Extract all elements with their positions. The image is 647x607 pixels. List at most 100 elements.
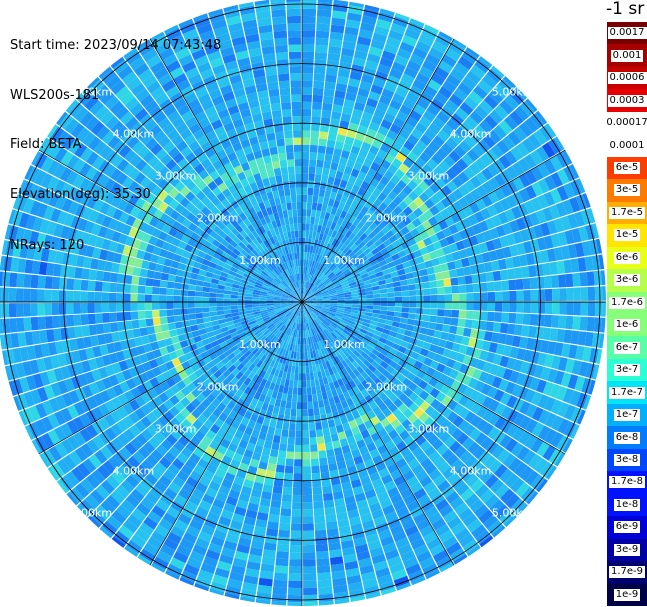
- range-bin: [549, 204, 561, 220]
- range-bin: [422, 220, 432, 230]
- range-bin: [426, 350, 436, 360]
- range-bin: [110, 272, 119, 283]
- range-bin: [360, 388, 370, 398]
- range-bin: [475, 529, 491, 545]
- range-bin: [330, 221, 337, 230]
- range-bin: [272, 435, 281, 444]
- range-bin: [512, 231, 523, 244]
- range-bin: [373, 267, 382, 274]
- range-bin: [102, 271, 112, 282]
- range-bin: [402, 98, 416, 110]
- range-bin: [354, 357, 363, 366]
- range-bin: [440, 384, 451, 395]
- range-bin: [312, 311, 319, 317]
- range-bin: [420, 363, 430, 373]
- range-bin: [313, 327, 319, 335]
- range-bin: [352, 368, 361, 377]
- range-bin: [320, 117, 331, 126]
- range-bin: [370, 277, 378, 284]
- range-bin: [139, 327, 149, 337]
- range-bin: [160, 323, 170, 332]
- range-bin: [349, 371, 357, 380]
- range-bin: [403, 195, 414, 206]
- range-bin: [416, 240, 426, 250]
- range-bin: [383, 356, 392, 365]
- range-bin: [423, 531, 438, 544]
- range-bin: [435, 230, 446, 241]
- range-bin: [433, 165, 445, 177]
- range-bin: [306, 307, 313, 313]
- range-bin: [489, 363, 500, 376]
- range-bin: [137, 285, 146, 294]
- range-bin: [308, 296, 316, 300]
- range-bin: [317, 281, 324, 288]
- range-bin: [355, 94, 368, 105]
- range-bin: [371, 360, 380, 369]
- range-bin: [351, 269, 360, 276]
- range-bin: [315, 30, 330, 39]
- range-bin: [387, 374, 397, 383]
- range-bin: [460, 468, 474, 483]
- range-bin: [73, 314, 82, 326]
- range-bin: [351, 410, 361, 420]
- range-bin: [402, 296, 410, 302]
- range-bin: [560, 372, 572, 388]
- range-bin: [465, 473, 479, 488]
- range-bin: [387, 190, 398, 201]
- range-bin: [302, 366, 306, 374]
- range-bin: [137, 302, 145, 311]
- range-bin: [302, 223, 306, 231]
- range-bin: [479, 469, 494, 484]
- range-bin: [563, 259, 573, 274]
- range-bin: [302, 30, 316, 38]
- range-bin: [280, 508, 292, 517]
- range-bin: [348, 264, 356, 271]
- range-bin: [402, 335, 411, 343]
- range-bin: [330, 306, 338, 310]
- range-bin: [452, 188, 464, 201]
- range-bin: [302, 230, 306, 238]
- range-bin: [318, 315, 325, 322]
- range-bin: [374, 344, 383, 353]
- range-bin: [408, 307, 417, 314]
- range-bin: [547, 138, 562, 155]
- range-bin: [402, 185, 413, 196]
- range-bin: [305, 223, 310, 231]
- range-bin: [302, 452, 311, 460]
- range-bin: [337, 354, 344, 362]
- range-bin: [322, 354, 329, 362]
- range-bin: [481, 167, 494, 181]
- range-bin: [537, 162, 550, 178]
- range-bin: [174, 321, 184, 329]
- range-bin: [550, 275, 560, 288]
- range-bin: [371, 247, 380, 255]
- range-bin: [528, 325, 537, 338]
- range-bin: [302, 380, 307, 388]
- range-bin: [328, 169, 337, 178]
- range-bin: [587, 208, 596, 224]
- range-bin: [433, 456, 446, 469]
- range-bin: [356, 316, 365, 322]
- range-bin: [315, 305, 323, 309]
- range-bin: [439, 238, 449, 248]
- range-bin: [463, 205, 474, 217]
- range-bin: [537, 425, 551, 441]
- range-bin: [430, 398, 441, 410]
- range-bin: [313, 80, 325, 89]
- range-bin: [477, 330, 486, 340]
- range-bin: [563, 404, 576, 421]
- range-bin: [9, 318, 18, 333]
- range-bin: [407, 357, 417, 366]
- range-bin: [577, 331, 587, 346]
- range-bin: [281, 501, 292, 510]
- range-bin: [291, 401, 297, 410]
- range-bin: [315, 232, 321, 240]
- range-bin: [485, 373, 496, 386]
- range-bin: [173, 308, 182, 316]
- range-bin: [318, 314, 326, 320]
- range-bin: [334, 240, 341, 248]
- range-bin: [405, 116, 419, 128]
- range-bin: [329, 307, 337, 312]
- range-bin: [596, 349, 603, 364]
- range-bin: [392, 452, 404, 463]
